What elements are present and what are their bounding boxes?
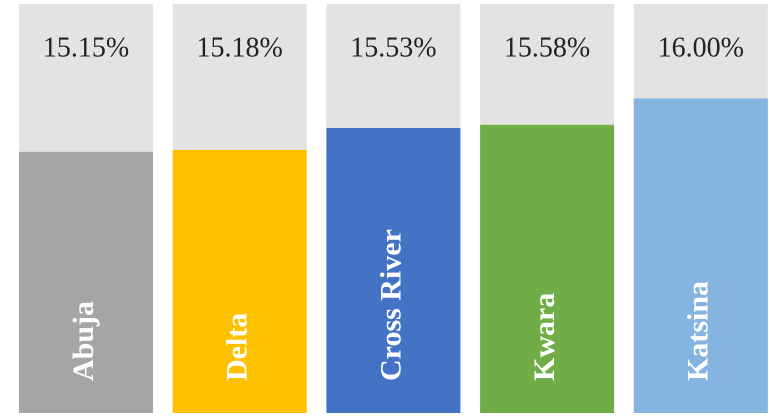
category-label: Cross River xyxy=(374,229,407,381)
bar xyxy=(633,98,768,413)
bar xyxy=(480,124,615,413)
value-label: 15.53% xyxy=(350,32,436,63)
category-label: Abuja xyxy=(67,301,100,381)
bar xyxy=(172,149,307,413)
value-label: 15.18% xyxy=(197,32,283,63)
category-label: Kwara xyxy=(528,293,561,381)
value-label: 15.58% xyxy=(504,32,590,63)
category-label: Delta xyxy=(221,313,254,381)
value-label: 15.15% xyxy=(43,32,129,63)
value-label: 16.00% xyxy=(658,32,744,63)
bar xyxy=(19,151,153,413)
category-label: Katsina xyxy=(682,281,715,381)
bar xyxy=(326,127,461,413)
